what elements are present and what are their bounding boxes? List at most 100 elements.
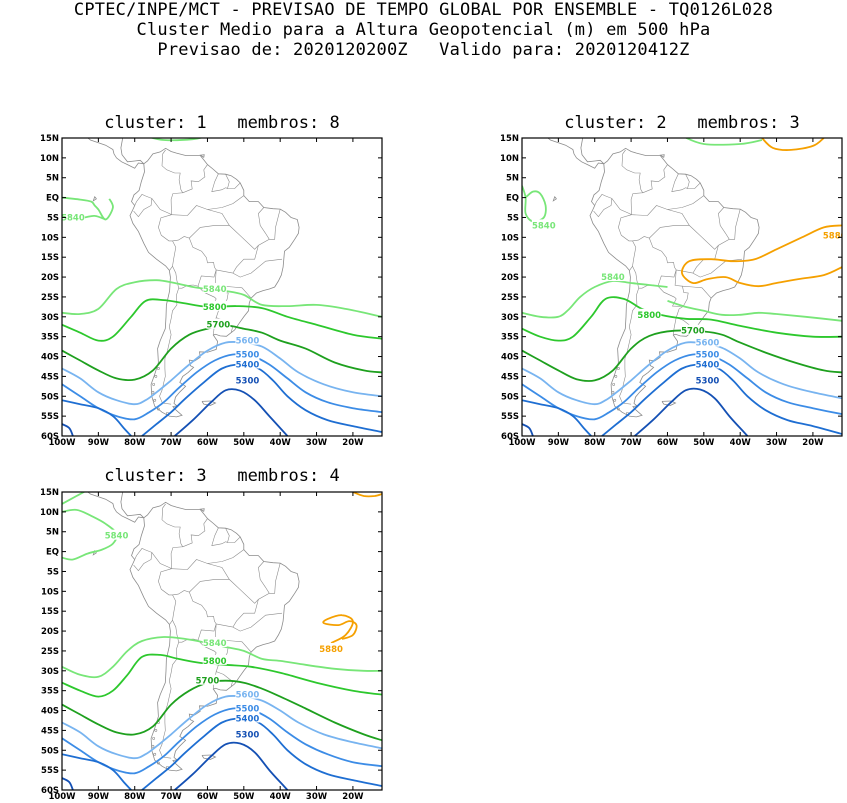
contour-label: 5800 <box>637 311 661 321</box>
contour-label: 5840 <box>532 221 556 231</box>
latitude-label: 25S <box>41 647 59 657</box>
contour-line <box>522 423 534 436</box>
latitude-label: 60S <box>41 432 59 442</box>
trinidad-coast <box>199 508 205 512</box>
contour-line <box>522 399 592 436</box>
contour-line <box>522 185 547 223</box>
contour-line <box>522 353 842 421</box>
contour-label: 5840 <box>601 273 625 283</box>
longitude-label: 60W <box>657 438 679 448</box>
contour-label: 5800 <box>203 303 227 313</box>
latitude-label: 55S <box>41 412 59 422</box>
contour-line <box>62 653 382 698</box>
contour-label: 5500 <box>236 705 260 715</box>
contour-label-bg <box>104 529 129 540</box>
country-border <box>673 317 677 336</box>
contour-label-bg <box>62 211 85 222</box>
contour-line <box>174 741 289 790</box>
longitude-label: 90W <box>548 438 570 448</box>
country-border <box>211 173 226 192</box>
island-marker <box>154 728 158 732</box>
contour-line <box>62 423 74 436</box>
contour-line <box>522 341 842 406</box>
country-border <box>133 548 153 572</box>
contour-line <box>322 614 358 644</box>
latitude-label: 15N <box>40 134 59 144</box>
island-marker <box>613 398 617 402</box>
latitude-label: 55S <box>501 412 519 422</box>
country-border <box>207 563 259 604</box>
contour-label-bg <box>235 688 260 699</box>
panel-2-title: cluster: 2 membros: 3 <box>564 113 800 133</box>
latitude-label: 10S <box>501 233 519 243</box>
falklands-coast <box>201 754 217 760</box>
latitude-label: 20S <box>501 273 519 283</box>
country-border <box>687 182 701 189</box>
longitude-label: 60W <box>197 438 219 448</box>
country-border <box>207 209 259 250</box>
longitude-label: 30W <box>766 438 788 448</box>
contour-label: 5700 <box>681 327 705 337</box>
island-marker <box>156 761 160 765</box>
longitude-label: 100W <box>508 438 536 448</box>
contour-label-bg <box>235 728 260 739</box>
longitude-label: 70W <box>620 438 642 448</box>
island-marker <box>616 367 620 370</box>
contour-label-bg <box>531 219 556 230</box>
contour-label: 5840 <box>203 639 227 649</box>
contour-label: 5880 <box>823 231 844 241</box>
contour-line <box>62 353 382 421</box>
longitude-label: 80W <box>584 438 606 448</box>
country-border <box>676 269 693 274</box>
contour-line <box>684 138 763 146</box>
latitude-label: 30S <box>41 313 59 323</box>
latitude-label: 15S <box>501 253 519 263</box>
latitude-label: 5S <box>507 213 519 223</box>
coastline <box>129 501 300 772</box>
island-marker <box>152 382 156 386</box>
contour-line <box>62 753 132 790</box>
country-border <box>729 209 741 240</box>
country-border <box>232 561 270 628</box>
longitude-label: 70W <box>160 438 182 448</box>
contour-label-bg <box>235 334 260 345</box>
latitude-label: 50S <box>41 746 59 756</box>
country-border <box>227 182 241 189</box>
latitude-label: 45S <box>41 372 59 382</box>
latitude-label: 5S <box>47 567 59 577</box>
contour-line <box>62 399 132 436</box>
latitude-label: 10S <box>41 233 59 243</box>
coastline <box>129 147 300 418</box>
island-marker <box>154 374 158 378</box>
map-frame <box>61 137 383 437</box>
trinidad-coast <box>659 154 665 158</box>
map-frame <box>61 491 383 791</box>
latitude-label: 55S <box>41 766 59 776</box>
contour-label-bg <box>600 271 625 282</box>
country-border <box>172 620 199 643</box>
figure-title-line-2: Cluster Medio para a Altura Geopotencial… <box>136 20 711 40</box>
latitude-label: 45S <box>501 372 519 382</box>
contour-line <box>62 340 382 406</box>
contour-line <box>634 387 749 436</box>
longitude-label: 20W <box>342 438 364 448</box>
country-border <box>171 195 244 216</box>
latitude-label: 35S <box>501 333 519 343</box>
contour-label-bg <box>695 348 720 359</box>
contour-label: 5840 <box>61 213 85 223</box>
country-border <box>216 269 233 274</box>
panel-2-map: 5840 5880 5840 5800 5700 5600 5500 5400 5300 15N 1… <box>500 134 844 448</box>
contour-label-bg <box>206 318 231 329</box>
latitude-label: 25S <box>41 293 59 303</box>
latitude-label: 20S <box>41 273 59 283</box>
falklands-coast <box>661 400 677 406</box>
latitude-label: 5N <box>46 528 59 538</box>
latitude-label: 25S <box>501 293 519 303</box>
longitude-label: 100W <box>48 792 76 802</box>
longitude-label: 80W <box>124 792 146 802</box>
contour-label: 5300 <box>236 376 260 386</box>
longitude-label: 80W <box>124 438 146 448</box>
island-marker <box>611 390 615 394</box>
country-border <box>151 198 172 215</box>
latitude-label: EQ <box>46 194 59 204</box>
